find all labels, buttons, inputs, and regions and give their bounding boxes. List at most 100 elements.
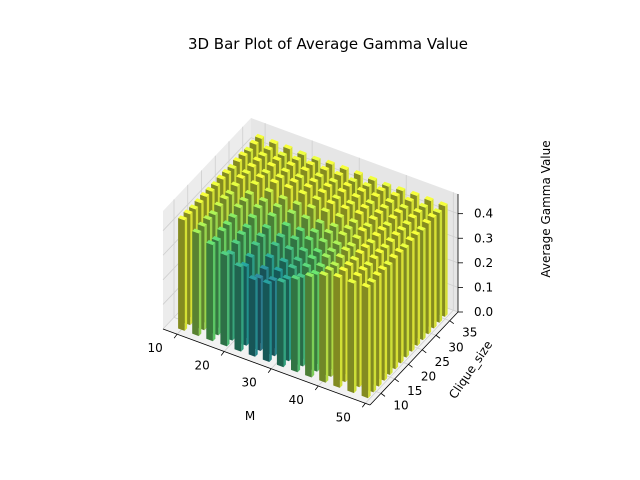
bar-front-face: [190, 211, 193, 326]
x-grid-floor: [365, 309, 454, 404]
bar-top-face: [407, 213, 417, 219]
bar-top-face: [253, 203, 263, 209]
bar-front-face: [339, 275, 343, 388]
bar-top-face: [233, 157, 243, 163]
bar-top-face: [427, 212, 437, 218]
bar-top-face: [296, 273, 306, 278]
bar-top-face: [348, 177, 358, 183]
bar-front-face: [297, 277, 301, 373]
bar-top-face: [275, 173, 285, 179]
bar-front-face: [368, 285, 371, 399]
bar-front-face: [373, 280, 377, 393]
bar-top-face: [178, 215, 188, 221]
bar-top-face: [247, 213, 257, 219]
bar-side-face: [192, 231, 199, 337]
bar-top-face: [365, 199, 375, 205]
bar-top-face: [327, 247, 337, 253]
bar-front-face: [269, 281, 272, 362]
bar-top-face: [225, 189, 235, 195]
bar-top-face: [192, 228, 202, 234]
bar-top-face: [347, 278, 357, 284]
bar-side-face: [276, 280, 284, 368]
bar-front-face: [359, 274, 362, 388]
bar-top-face: [258, 196, 268, 202]
bar-top-face: [361, 282, 371, 288]
bar-top-face: [255, 133, 265, 139]
bar-top-face: [220, 250, 230, 256]
bar-top-face: [254, 273, 264, 279]
bar-top-face: [394, 247, 404, 253]
bar-front-face: [241, 264, 244, 352]
bar-top-face: [208, 210, 218, 216]
bar: [305, 272, 315, 378]
bar-top-face: [236, 173, 246, 179]
bar-top-face: [355, 249, 365, 254]
bar-top-face: [269, 178, 279, 184]
bar-top-face: [354, 209, 364, 215]
bar-top-face: [242, 223, 252, 229]
bar-top-face: [291, 155, 301, 161]
z-tick-label: 0.2: [474, 256, 493, 270]
bar-top-face: [231, 239, 241, 245]
bar-top-face: [333, 272, 343, 278]
bar-front-face: [390, 262, 393, 375]
bar-front-face: [439, 210, 443, 323]
bar: [291, 274, 301, 373]
bar-top-face: [377, 225, 387, 231]
y-tick-mark: [435, 334, 441, 339]
bar-top-face: [228, 213, 238, 218]
bar-top-face: [402, 220, 412, 225]
bar-top-face: [396, 225, 406, 231]
bar-top-face: [273, 202, 283, 208]
bar-top-face: [239, 196, 249, 202]
bar-top-face: [225, 249, 235, 255]
bar-top-face: [230, 181, 240, 187]
x-tick-mark: [314, 385, 319, 391]
bar-top-face: [346, 199, 356, 205]
bar-side-face: [206, 242, 213, 342]
x-axis-line: [162, 328, 371, 406]
bar-top-face: [352, 234, 362, 240]
bar-top-face: [250, 180, 260, 186]
bar-top-face: [303, 183, 313, 188]
bar-top-face: [295, 226, 305, 232]
bar: [262, 279, 272, 362]
bar-top-face: [313, 247, 323, 253]
bar-top-face: [306, 203, 316, 209]
bar-top-face: [352, 271, 362, 277]
bar-front-face: [331, 268, 334, 377]
y-tick-mark: [380, 393, 386, 397]
bar-top-face: [249, 139, 259, 145]
bar-top-face: [234, 262, 244, 268]
bar: [206, 240, 216, 342]
x-tick-mark: [220, 351, 225, 356]
bar-top-face: [267, 211, 277, 217]
bar-top-face: [273, 266, 283, 272]
z-grid-left: [162, 137, 252, 231]
bar-top-face: [244, 146, 254, 152]
y-tick-label: 20: [421, 369, 436, 383]
bar-top-face: [323, 182, 333, 188]
bar-top-face: [400, 243, 410, 249]
y-tick-mark: [422, 349, 427, 354]
bar-top-face: [222, 168, 232, 174]
bar: [361, 282, 371, 399]
bar-top-face: [371, 231, 381, 237]
bar-top-face: [334, 170, 344, 176]
bar-top-face: [325, 159, 335, 165]
bar-top-face: [244, 189, 254, 195]
bar-top-face: [307, 254, 317, 260]
bar-top-face: [251, 240, 261, 246]
bar-front-face: [232, 252, 235, 341]
bar-top-face: [219, 194, 229, 200]
bar-top-face: [324, 265, 334, 271]
bar-top-face: [270, 241, 280, 247]
x-tick-label: 20: [195, 359, 210, 373]
bar-top-face: [328, 177, 338, 183]
bar-front-face: [283, 280, 286, 368]
bar-top-face: [335, 253, 345, 259]
bar-top-face: [316, 262, 326, 268]
bar-top-face: [266, 161, 276, 167]
bar-side-face: [347, 281, 354, 394]
bar-top-face: [357, 186, 367, 192]
